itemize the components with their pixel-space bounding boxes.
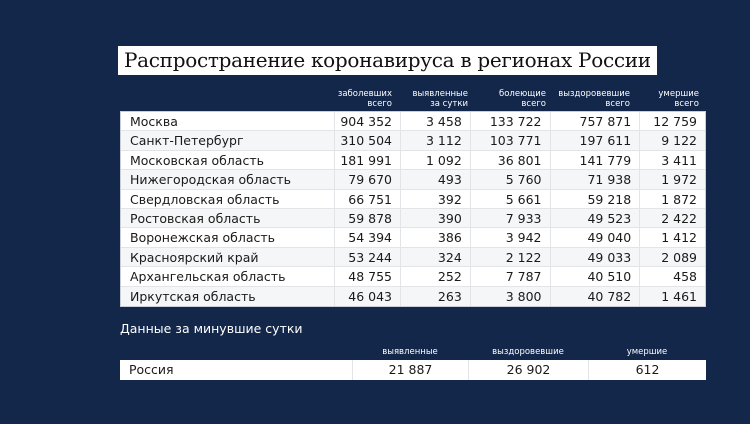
deaths: 2 422 bbox=[639, 208, 705, 228]
region-name: Ростовская область bbox=[130, 210, 261, 226]
daily-cases: 1 092 bbox=[400, 150, 470, 170]
recovered: 71 938 bbox=[549, 170, 640, 189]
region-name: Воронежская область bbox=[130, 230, 276, 246]
active-cases: 5 661 bbox=[469, 189, 550, 208]
deaths: 1 461 bbox=[639, 286, 705, 306]
deaths: 458 bbox=[639, 267, 705, 286]
active-cases: 5 760 bbox=[469, 170, 550, 189]
table-row: Воронежская область 54 394 386 3 942 49 040 1… bbox=[121, 228, 705, 248]
recovered: 49 040 bbox=[549, 228, 640, 247]
table-row: Красноярский край 53 244 324 2 122 49 033 2 0… bbox=[121, 247, 705, 268]
daily-recovered: 26 902 bbox=[468, 360, 588, 380]
deaths: 2 089 bbox=[639, 247, 705, 267]
daily-cases: 324 bbox=[400, 247, 470, 267]
daily-header-deaths: умершие bbox=[626, 347, 668, 357]
recovered: 49 523 bbox=[549, 208, 640, 228]
daily-cases: 392 bbox=[400, 189, 470, 208]
total-cases: 54 394 bbox=[334, 228, 400, 247]
daily-deaths: 612 bbox=[588, 360, 706, 380]
total-cases: 310 504 bbox=[334, 131, 400, 150]
active-cases: 7 933 bbox=[469, 208, 550, 228]
region-name: Архангельская область bbox=[130, 269, 286, 285]
active-cases: 3 942 bbox=[469, 228, 550, 247]
active-cases: 103 771 bbox=[469, 131, 550, 150]
deaths: 3 411 bbox=[639, 150, 705, 170]
active-cases: 133 722 bbox=[469, 112, 550, 131]
daily-cases: 386 bbox=[400, 228, 470, 247]
daily-cases: 252 bbox=[400, 267, 470, 286]
daily-cases: 21 887 bbox=[352, 360, 468, 380]
header-deaths: умершие всего bbox=[658, 89, 699, 109]
region-name: Москва bbox=[130, 114, 178, 129]
table-row: Санкт-Петербург 310 504 3 112 103 771 197 61… bbox=[121, 131, 705, 151]
recovered: 197 611 bbox=[549, 131, 640, 150]
daily-table: Россия 21 887 26 902 612 bbox=[120, 360, 706, 380]
daily-cases: 493 bbox=[400, 170, 470, 189]
page-title: Распространение коронавируса в регионах … bbox=[118, 46, 657, 75]
daily-header-cases: выявленные bbox=[382, 347, 438, 357]
active-cases: 36 801 bbox=[469, 150, 550, 170]
daily-country: Россия bbox=[129, 362, 174, 377]
region-name: Нижегородская область bbox=[130, 172, 292, 188]
table-row: Ростовская область 59 878 390 7 933 49 523 2 … bbox=[121, 208, 705, 229]
daily-cases: 390 bbox=[400, 208, 470, 228]
table-row: Иркутская область 46 043 263 3 800 40 782 1 4… bbox=[121, 286, 705, 306]
deaths: 1 872 bbox=[639, 189, 705, 208]
total-cases: 904 352 bbox=[334, 112, 400, 131]
total-cases: 48 755 bbox=[334, 267, 400, 286]
deaths: 1 972 bbox=[639, 170, 705, 189]
recovered: 49 033 bbox=[549, 247, 640, 267]
daily-heading: Данные за минувшие сутки bbox=[120, 321, 303, 336]
deaths: 1 412 bbox=[639, 228, 705, 247]
daily-cases: 3 458 bbox=[400, 112, 470, 131]
recovered: 757 871 bbox=[549, 112, 640, 131]
deaths: 9 122 bbox=[639, 131, 705, 150]
active-cases: 7 787 bbox=[469, 267, 550, 286]
regions-table: Москва 904 352 3 458 133 722 757 871 12 759 Са… bbox=[120, 111, 706, 307]
total-cases: 79 670 bbox=[334, 170, 400, 189]
total-cases: 46 043 bbox=[334, 286, 400, 306]
header-recovered: выздоровевшие всего bbox=[558, 89, 630, 109]
table-row: Свердловская область 66 751 392 5 661 59 218… bbox=[121, 189, 705, 209]
total-cases: 59 878 bbox=[334, 208, 400, 228]
region-name: Санкт-Петербург bbox=[130, 133, 244, 149]
recovered: 40 510 bbox=[549, 267, 640, 286]
recovered: 141 779 bbox=[549, 150, 640, 170]
daily-header-recovered: выздоровевшие bbox=[492, 347, 564, 357]
region-name: Иркутская область bbox=[130, 288, 256, 304]
total-cases: 181 991 bbox=[334, 150, 400, 170]
daily-cases: 3 112 bbox=[400, 131, 470, 150]
region-name: Красноярский край bbox=[130, 249, 259, 265]
active-cases: 3 800 bbox=[469, 286, 550, 306]
table-row: Московская область 181 991 1 092 36 801 141 … bbox=[121, 150, 705, 171]
header-active: болеющие всего bbox=[498, 89, 546, 109]
recovered: 59 218 bbox=[549, 189, 640, 208]
daily-cases: 263 bbox=[400, 286, 470, 306]
header-total-cases: заболевших всего bbox=[337, 89, 392, 109]
region-name: Московская область bbox=[130, 152, 264, 168]
active-cases: 2 122 bbox=[469, 247, 550, 267]
total-cases: 66 751 bbox=[334, 189, 400, 208]
table-row: Москва 904 352 3 458 133 722 757 871 12 759 bbox=[121, 112, 705, 132]
header-daily-cases: выявленные за сутки bbox=[412, 89, 468, 109]
deaths: 12 759 bbox=[639, 112, 705, 131]
table-row: Архангельская область 48 755 252 7 787 40 51… bbox=[121, 267, 705, 287]
total-cases: 53 244 bbox=[334, 247, 400, 267]
region-name: Свердловская область bbox=[130, 191, 280, 207]
table-row: Нижегородская область 79 670 493 5 760 71 93… bbox=[121, 170, 705, 190]
recovered: 40 782 bbox=[549, 286, 640, 306]
